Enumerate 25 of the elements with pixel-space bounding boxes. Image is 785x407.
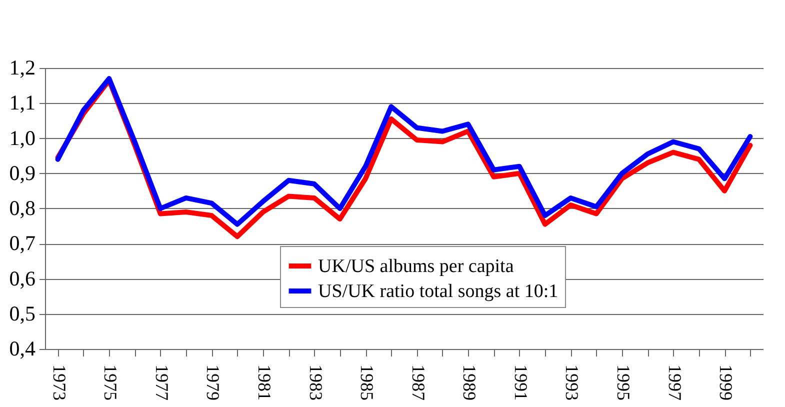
x-tick-label: 1991	[510, 364, 531, 400]
x-tick-label: 1999	[716, 364, 736, 400]
y-tick-label: 0,6	[9, 266, 36, 290]
legend-label: UK/US albums per capita	[318, 256, 514, 277]
y-tick-label: 1,0	[9, 126, 36, 150]
x-tick-label: 1997	[664, 364, 685, 400]
x-tick-label: 1987	[408, 364, 428, 400]
y-tick-label: 0,7	[9, 231, 36, 256]
x-tick-label: 1983	[306, 364, 326, 400]
y-tick-label: 0,5	[9, 301, 36, 326]
x-tick-label: 1989	[460, 364, 480, 400]
x-tick-label: 1975	[100, 364, 121, 400]
x-tick-label: 1977	[152, 364, 172, 400]
x-tick-label: 1993	[562, 364, 582, 400]
x-tick-label: 1985	[357, 364, 378, 400]
y-tick-label: 1,2	[9, 56, 36, 80]
y-tick-label: 0,4	[9, 336, 36, 360]
y-tick-label: 0,8	[9, 196, 36, 220]
legend-label: US/UK ratio total songs at 10:1	[318, 281, 558, 302]
x-tick-label: 1973	[49, 364, 70, 400]
x-tick-label: 1981	[254, 364, 274, 400]
x-tick-label: 1979	[203, 364, 224, 400]
x-tick-label: 1995	[613, 364, 634, 400]
y-tick-label: 0,9	[9, 160, 36, 185]
y-tick-label: 1,1	[9, 90, 36, 115]
